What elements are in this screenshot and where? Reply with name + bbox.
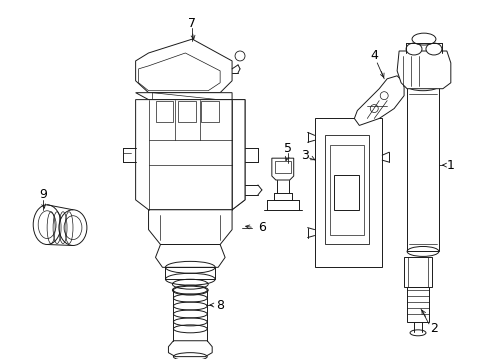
Ellipse shape xyxy=(33,205,61,244)
Polygon shape xyxy=(354,76,403,125)
Bar xyxy=(403,257,431,287)
Bar xyxy=(314,118,382,267)
Text: 7: 7 xyxy=(188,17,196,30)
Polygon shape xyxy=(271,158,293,180)
Text: 6: 6 xyxy=(258,221,265,234)
Bar xyxy=(406,86,438,251)
Ellipse shape xyxy=(425,43,441,55)
Bar xyxy=(324,135,368,244)
Polygon shape xyxy=(232,100,244,210)
Text: 1: 1 xyxy=(446,159,454,172)
Ellipse shape xyxy=(59,210,87,246)
Ellipse shape xyxy=(411,33,435,45)
Ellipse shape xyxy=(405,43,421,55)
Bar xyxy=(334,175,359,210)
Polygon shape xyxy=(396,51,450,89)
Text: 2: 2 xyxy=(429,322,437,336)
Bar xyxy=(329,145,364,235)
Polygon shape xyxy=(135,93,232,100)
Text: 5: 5 xyxy=(283,142,291,155)
Bar xyxy=(406,287,428,322)
Text: 8: 8 xyxy=(216,298,224,311)
Text: 3: 3 xyxy=(300,149,308,162)
Bar xyxy=(155,100,173,122)
Bar xyxy=(201,100,219,122)
Polygon shape xyxy=(165,267,215,279)
Text: 9: 9 xyxy=(39,188,47,201)
Polygon shape xyxy=(168,341,212,357)
Polygon shape xyxy=(148,210,232,244)
Polygon shape xyxy=(135,100,244,210)
Bar xyxy=(274,161,290,173)
Polygon shape xyxy=(155,244,224,267)
Polygon shape xyxy=(135,39,232,93)
Bar xyxy=(178,100,196,122)
Text: 4: 4 xyxy=(369,49,377,63)
